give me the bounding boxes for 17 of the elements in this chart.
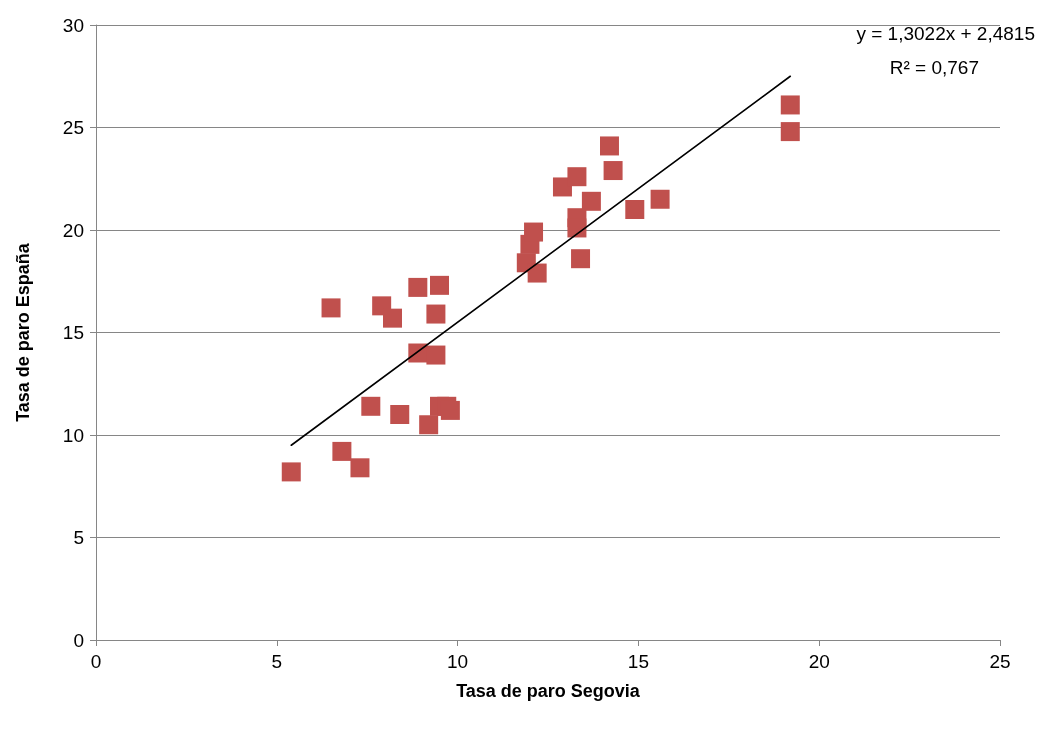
x-tick-label: 15 [627,651,649,672]
y-axis-title: Tasa de paro España [13,242,33,422]
x-axis-title: Tasa de paro Segovia [456,681,641,701]
y-tick-label: 15 [62,322,84,343]
y-tick-label: 20 [62,219,84,241]
y-tick-label: 5 [73,527,84,548]
y-tick-label: 0 [73,629,84,651]
x-tick-label: 0 [90,651,102,672]
y-tick-label: 10 [62,424,84,446]
y-tick-label: 25 [62,117,84,138]
y-tick-label: 30 [62,14,84,36]
x-tick-label: 25 [989,651,1011,672]
annotation: y = 1,3022x + 2,4815 [856,23,1035,44]
x-tick-label: 20 [808,651,830,672]
x-tick-label: 10 [447,651,469,672]
x-tick-label: 5 [271,651,283,672]
annotation: R² = 0,767 [889,57,979,78]
